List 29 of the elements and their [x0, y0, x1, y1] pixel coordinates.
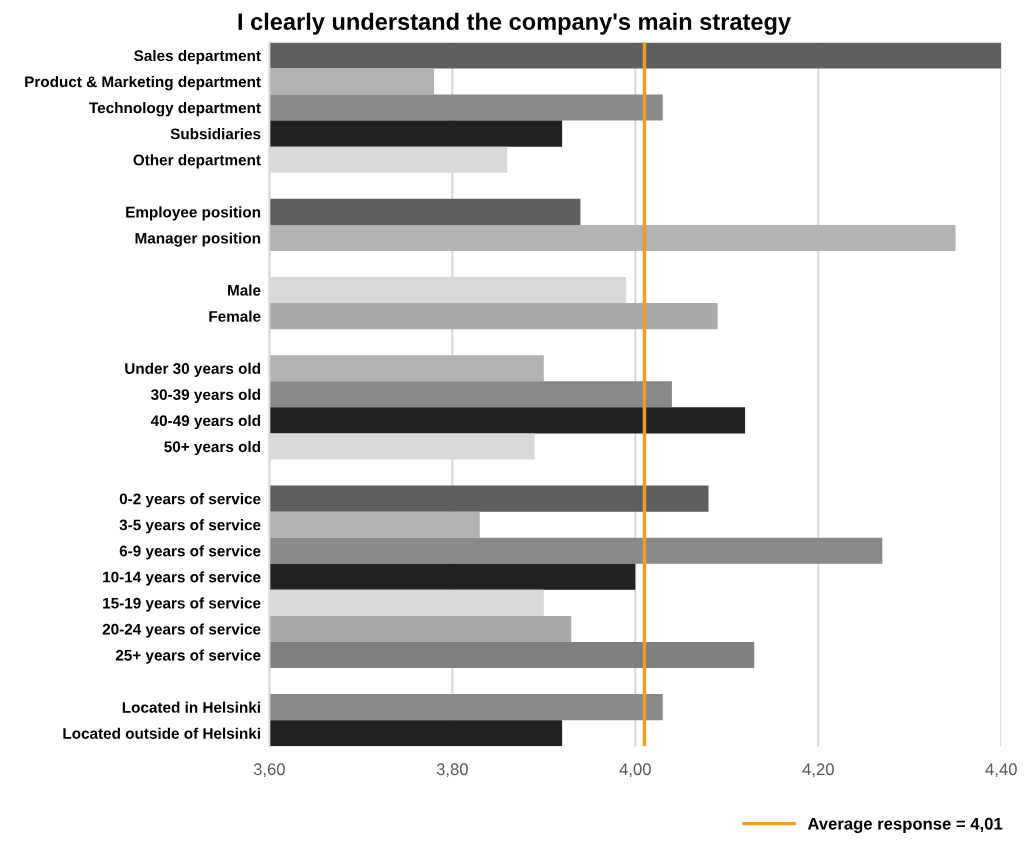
x-tick-label: 4,00	[619, 763, 651, 778]
y-tick-label: Under 30 years old	[125, 362, 261, 377]
y-tick-label: 30-39 years old	[150, 388, 261, 404]
y-tick-label: Technology department	[89, 102, 261, 117]
x-tick-label: 3,80	[436, 763, 468, 778]
y-tick-label: 20-24 years of service	[102, 623, 261, 638]
legend-label: Average response = 4,01	[807, 817, 1003, 833]
y-tick-label: Manager position	[135, 232, 261, 247]
y-tick-label: Located outside of Helsinki	[63, 727, 260, 739]
y-tick-label: Other department	[133, 154, 261, 169]
y-tick-label: 3-5 years of service	[119, 519, 261, 534]
y-tick-label: 25+ years of service	[115, 649, 261, 664]
chart-title: I clearly understand the company's main strategy	[238, 12, 791, 35]
y-tick-label: 0-2 years of service	[119, 493, 261, 508]
y-tick-label: Product & Marketing department	[25, 75, 261, 91]
y-tick-label: Employee position	[126, 206, 261, 221]
x-tick-label: 4,20	[802, 763, 834, 778]
x-tick-label: 4,40	[985, 763, 1017, 778]
y-tick-label: Located in Helsinki	[122, 701, 260, 713]
y-tick-label: 10-14 years of service	[103, 571, 261, 586]
y-tick-label: Male	[228, 284, 261, 296]
x-tick-label: 3,60	[253, 763, 285, 778]
y-tick-label: 40-49 years old	[150, 414, 261, 430]
y-tick-label: 6-9 years of service	[119, 545, 261, 560]
y-tick-label: 50+ years old	[164, 440, 260, 456]
y-tick-label: Subsidiaries	[170, 128, 261, 140]
y-tick-label: Sales department	[134, 49, 261, 65]
y-tick-label: Female	[209, 310, 261, 322]
y-tick-label: 15-19 years of service	[103, 597, 261, 612]
